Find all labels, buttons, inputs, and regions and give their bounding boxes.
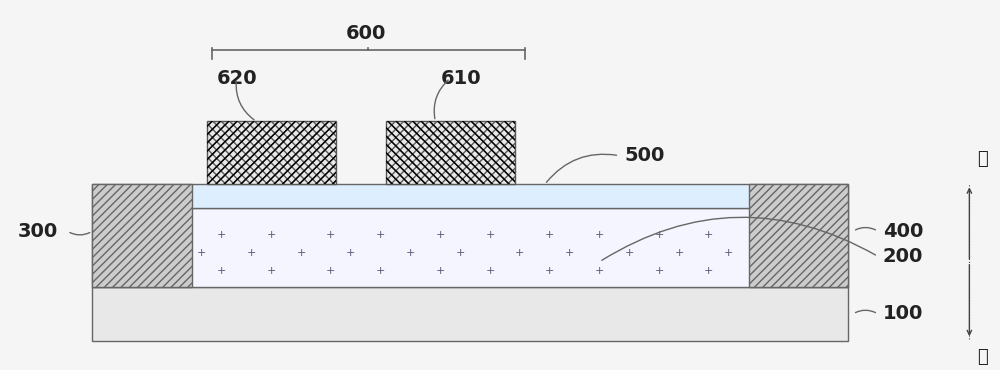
Text: +: + <box>674 248 684 258</box>
Text: 下: 下 <box>977 348 988 366</box>
Text: 400: 400 <box>883 222 923 241</box>
Text: +: + <box>625 248 634 258</box>
Text: +: + <box>436 266 445 276</box>
Text: 上: 上 <box>977 150 988 168</box>
Text: +: + <box>565 248 574 258</box>
Text: +: + <box>197 248 206 258</box>
Bar <box>92 287 848 341</box>
Text: +: + <box>376 266 385 276</box>
Bar <box>749 184 848 287</box>
Text: 600: 600 <box>346 24 386 43</box>
Text: +: + <box>436 230 445 240</box>
Text: 200: 200 <box>883 247 923 266</box>
Text: +: + <box>326 266 336 276</box>
Bar <box>386 121 515 184</box>
Text: +: + <box>515 248 525 258</box>
Text: +: + <box>376 230 385 240</box>
Text: +: + <box>704 266 714 276</box>
Text: +: + <box>485 230 495 240</box>
Text: +: + <box>406 248 415 258</box>
Text: +: + <box>267 266 276 276</box>
Text: +: + <box>545 230 554 240</box>
Text: +: + <box>267 230 276 240</box>
Text: +: + <box>485 266 495 276</box>
Text: 300: 300 <box>18 222 58 241</box>
Bar <box>92 184 848 208</box>
Text: 100: 100 <box>883 305 923 323</box>
Text: 620: 620 <box>217 69 257 88</box>
Text: +: + <box>296 248 306 258</box>
Bar <box>92 184 192 287</box>
Text: +: + <box>346 248 356 258</box>
Text: +: + <box>217 230 226 240</box>
Text: +: + <box>247 248 256 258</box>
Text: 500: 500 <box>624 146 665 165</box>
Text: +: + <box>724 248 733 258</box>
Bar <box>207 121 336 184</box>
Text: +: + <box>545 266 554 276</box>
Text: +: + <box>654 230 664 240</box>
Bar <box>207 121 336 184</box>
Text: +: + <box>654 266 664 276</box>
Text: +: + <box>326 230 336 240</box>
Text: +: + <box>704 230 714 240</box>
Text: +: + <box>595 230 604 240</box>
Bar <box>386 121 515 184</box>
Bar <box>92 208 848 287</box>
Text: +: + <box>217 266 226 276</box>
Text: 610: 610 <box>440 69 481 88</box>
Text: +: + <box>456 248 465 258</box>
Text: +: + <box>595 266 604 276</box>
